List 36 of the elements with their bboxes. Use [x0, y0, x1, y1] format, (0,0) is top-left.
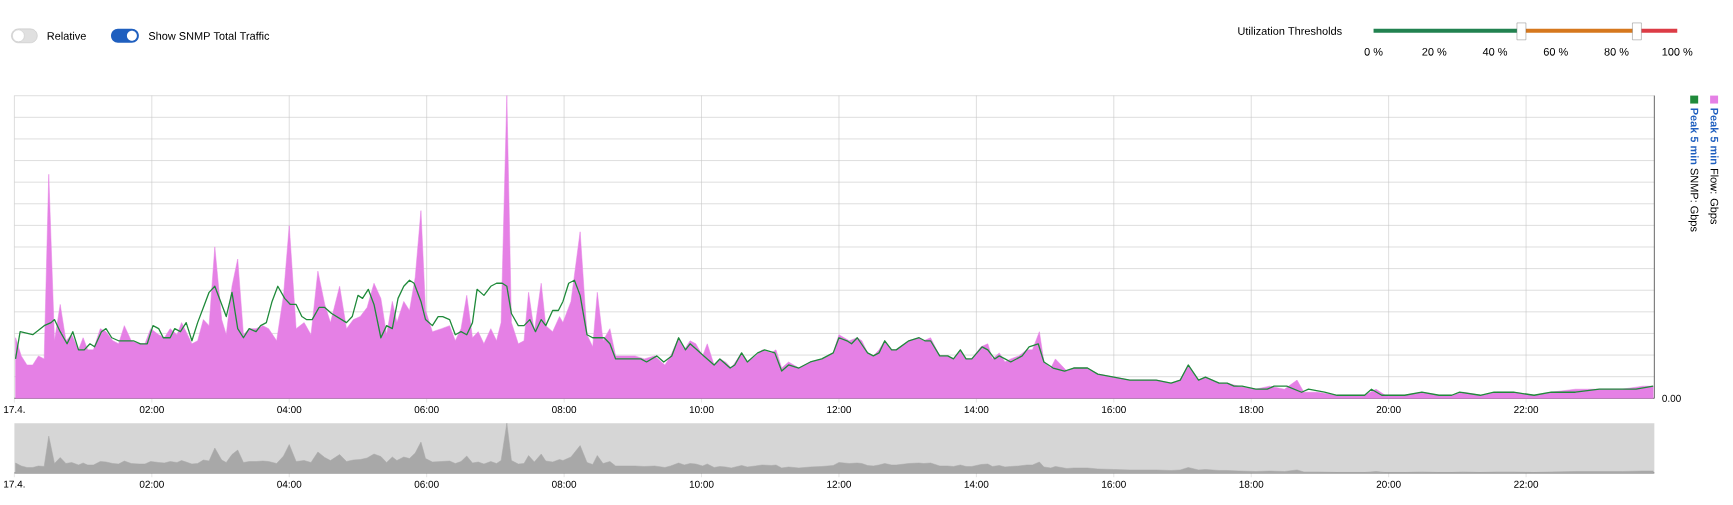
x-tick-label: 17.4. [4, 406, 25, 413]
text: Utilization Thresholds [1238, 26, 1342, 35]
text: 0 % [1364, 47, 1383, 56]
x-tick-label: 02:00 [139, 480, 164, 488]
x-tick-label: 06:00 [414, 480, 439, 488]
x-tick-label: 10:00 [689, 480, 714, 488]
x-tick-label: 20:00 [1376, 406, 1401, 414]
x-tick-label: 18:00 [1239, 480, 1264, 488]
text: 20 % [1422, 47, 1447, 56]
text: 40 % [1482, 47, 1508, 56]
x-tick-label: 22:00 [1514, 406, 1539, 414]
x-tick-label: 16:00 [1102, 480, 1126, 488]
x-tick-label: 06:00 [414, 406, 439, 414]
legend-label: Peak 5 min Flow: Gbps [1708, 108, 1719, 225]
text: 0.00 [1662, 394, 1681, 402]
x-tick-label: 16:00 [1102, 406, 1126, 414]
x-tick-label: 14:00 [964, 406, 989, 414]
x-tick-label: 12:00 [827, 406, 852, 414]
x-tick-label: 17.4. [4, 480, 25, 488]
legend-label: Peak 5 min SNMP: Gbps [1688, 108, 1699, 232]
x-tick-label: 04:00 [277, 406, 302, 414]
x-tick-label: 12:00 [827, 480, 852, 488]
text: Relative [47, 31, 86, 40]
x-tick-label: 10:00 [689, 406, 714, 414]
x-tick-label: 08:00 [552, 480, 577, 488]
text: Show SNMP Total Traffic [148, 31, 270, 40]
x-tick-label: 22:00 [1514, 480, 1539, 488]
x-tick-label: 20:00 [1376, 480, 1401, 488]
text: 80 % [1604, 47, 1629, 56]
text: 60 % [1543, 47, 1568, 56]
x-tick-label: 04:00 [277, 480, 302, 488]
x-tick-label: 18:00 [1239, 406, 1264, 414]
text: 100 % [1662, 47, 1693, 56]
x-tick-label: 02:00 [139, 406, 164, 414]
x-tick-label: 14:00 [964, 480, 989, 488]
x-tick-label: 08:00 [552, 406, 577, 414]
